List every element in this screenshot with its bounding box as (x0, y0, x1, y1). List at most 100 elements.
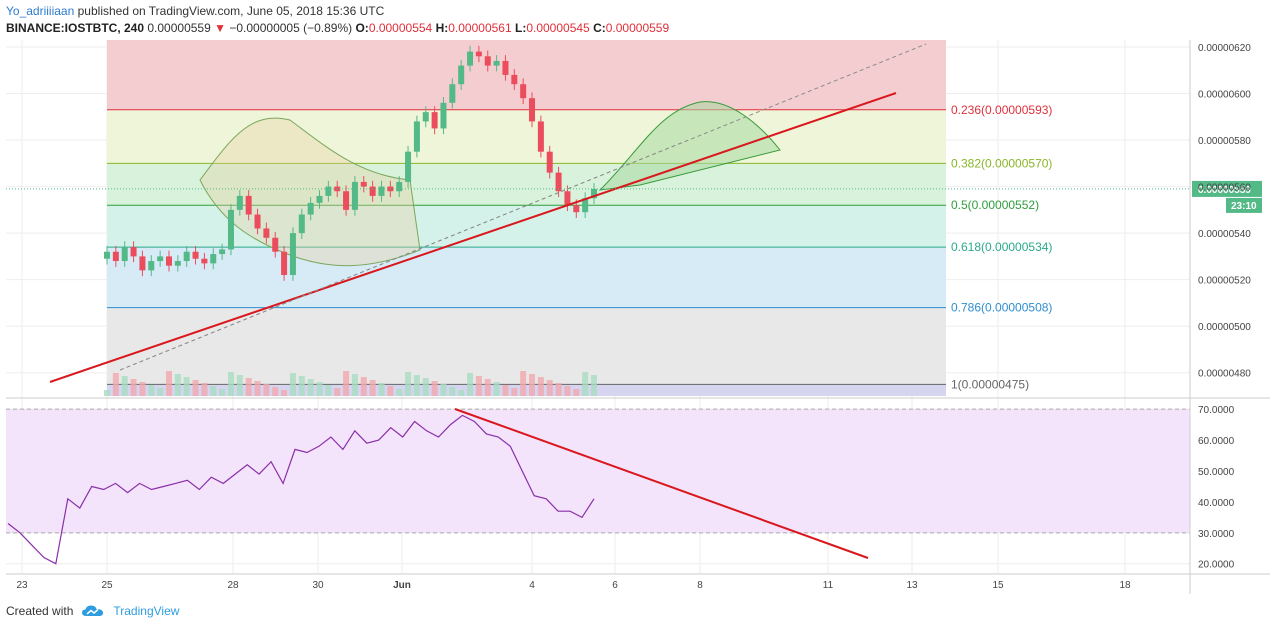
rsi-tick-label: 20.0000 (1198, 560, 1235, 571)
candle-body (325, 186, 332, 196)
price-tick-label: 0.00000560 (1198, 183, 1251, 194)
price-tick-label: 0.00000520 (1198, 276, 1251, 287)
candle-body (227, 209, 234, 250)
fib-zone (107, 384, 946, 396)
candle-body (431, 112, 438, 129)
price-change: −0.00000005 (−0.89%) (229, 21, 353, 35)
volume-bar (281, 390, 288, 396)
candle-body (511, 74, 518, 85)
support-trendline (49, 92, 897, 383)
candle-body (573, 205, 580, 213)
volume-bar (325, 385, 332, 396)
volume-bar (493, 382, 500, 396)
candle-body (219, 249, 226, 255)
volume-bar (157, 388, 164, 396)
rsi-tick-label: 30.0000 (1198, 529, 1235, 540)
volume-bar (405, 372, 412, 396)
volume-bar (369, 380, 376, 396)
x-tick-label: 25 (101, 580, 113, 591)
volume-bar (316, 382, 323, 396)
volume-bar (564, 386, 571, 396)
rsi-tick-label: 50.0000 (1198, 467, 1235, 478)
candle-body (351, 181, 358, 210)
volume-bar (467, 373, 474, 396)
volume-bar (351, 374, 358, 396)
volume-bar (298, 376, 305, 396)
rsi-pane (6, 408, 1190, 565)
price-tick-label: 0.00000580 (1198, 136, 1251, 147)
tradingview-brand[interactable]: TradingView (113, 604, 180, 618)
candle-body (546, 151, 553, 173)
volume-bar (165, 371, 172, 396)
volume-bar (219, 389, 226, 396)
candle-body (413, 121, 420, 152)
price-tick-label: 0.00000540 (1198, 229, 1251, 240)
rsi-resistance-trendline (454, 408, 869, 559)
countdown-tag (1226, 197, 1262, 213)
volume-bar (192, 380, 199, 396)
cloud-icon (82, 605, 104, 616)
volume-bar (555, 383, 562, 396)
volume-bar (475, 376, 482, 396)
close-value: 0.00000559 (605, 21, 670, 35)
candle-body (537, 121, 544, 152)
x-tick-label: 13 (906, 580, 918, 591)
candle-body (493, 60, 500, 66)
volume-bar (174, 374, 181, 396)
last-price-tag (1192, 180, 1262, 197)
low-label: L: (514, 21, 527, 35)
volume-bar (546, 380, 553, 396)
volume-bar (263, 384, 270, 396)
rsi-tick-label: 40.0000 (1198, 498, 1235, 509)
created-with-text: Created with (6, 604, 74, 618)
candle-body (130, 247, 137, 257)
cloud-past (199, 117, 421, 267)
volume-bar (245, 378, 252, 396)
volume-bar (413, 375, 420, 396)
candle-body (343, 191, 350, 210)
down-arrow-icon: ▼ (214, 21, 227, 35)
low-value: 0.00000545 (526, 21, 590, 35)
x-tick-label: 28 (227, 580, 239, 591)
volume-bar (254, 381, 261, 396)
candle-body (564, 191, 571, 206)
volume-bar (148, 385, 155, 396)
candle-body (316, 195, 323, 203)
volume-bar (272, 387, 279, 396)
candle-body (458, 65, 465, 85)
volume-bar (236, 375, 243, 396)
chart-canvas[interactable]: 0.236(0.00000593) 0.382(0.00000570) 0.5(0.… (0, 0, 1270, 600)
publish-text: published on TradingView.com, June 05, 2… (77, 4, 385, 18)
candle-body (148, 261, 155, 271)
candle-body (582, 198, 589, 213)
price-tick-label: 0.00000620 (1198, 43, 1251, 54)
candle-body (183, 251, 190, 262)
volume-bar (343, 371, 350, 396)
candle-body (422, 112, 429, 122)
candle-body (307, 202, 314, 215)
fib-level-label: 0.236(0.00000593) (951, 103, 1052, 117)
fib-level-label: 0.618(0.00000534) (951, 240, 1052, 254)
candle-body (529, 98, 536, 122)
fib-level-label: 0.5(0.00000552) (951, 198, 1039, 212)
candle-body (245, 195, 252, 215)
volume-bar (484, 379, 491, 396)
volume-bar (130, 379, 137, 396)
candle-body (449, 84, 456, 103)
candle-body (520, 84, 527, 99)
candle-body (396, 181, 403, 192)
x-tick-label: 23 (16, 580, 28, 591)
fib-level-label: 0.786(0.00000508) (951, 301, 1052, 315)
candle-body (281, 251, 288, 276)
rsi-tick-label: 60.0000 (1198, 436, 1235, 447)
rsi-line (7, 414, 595, 565)
candle-body (272, 237, 279, 252)
x-tick-label: 6 (612, 580, 618, 591)
candle-body (440, 102, 447, 129)
author-link[interactable]: Yo_adriiiiaan (6, 4, 75, 18)
fib-level-label: 0.382(0.00000570) (951, 156, 1052, 170)
volume-bar (360, 377, 367, 396)
open-label: O: (355, 21, 369, 35)
candle-body (236, 195, 243, 210)
volume-bar (537, 377, 544, 396)
